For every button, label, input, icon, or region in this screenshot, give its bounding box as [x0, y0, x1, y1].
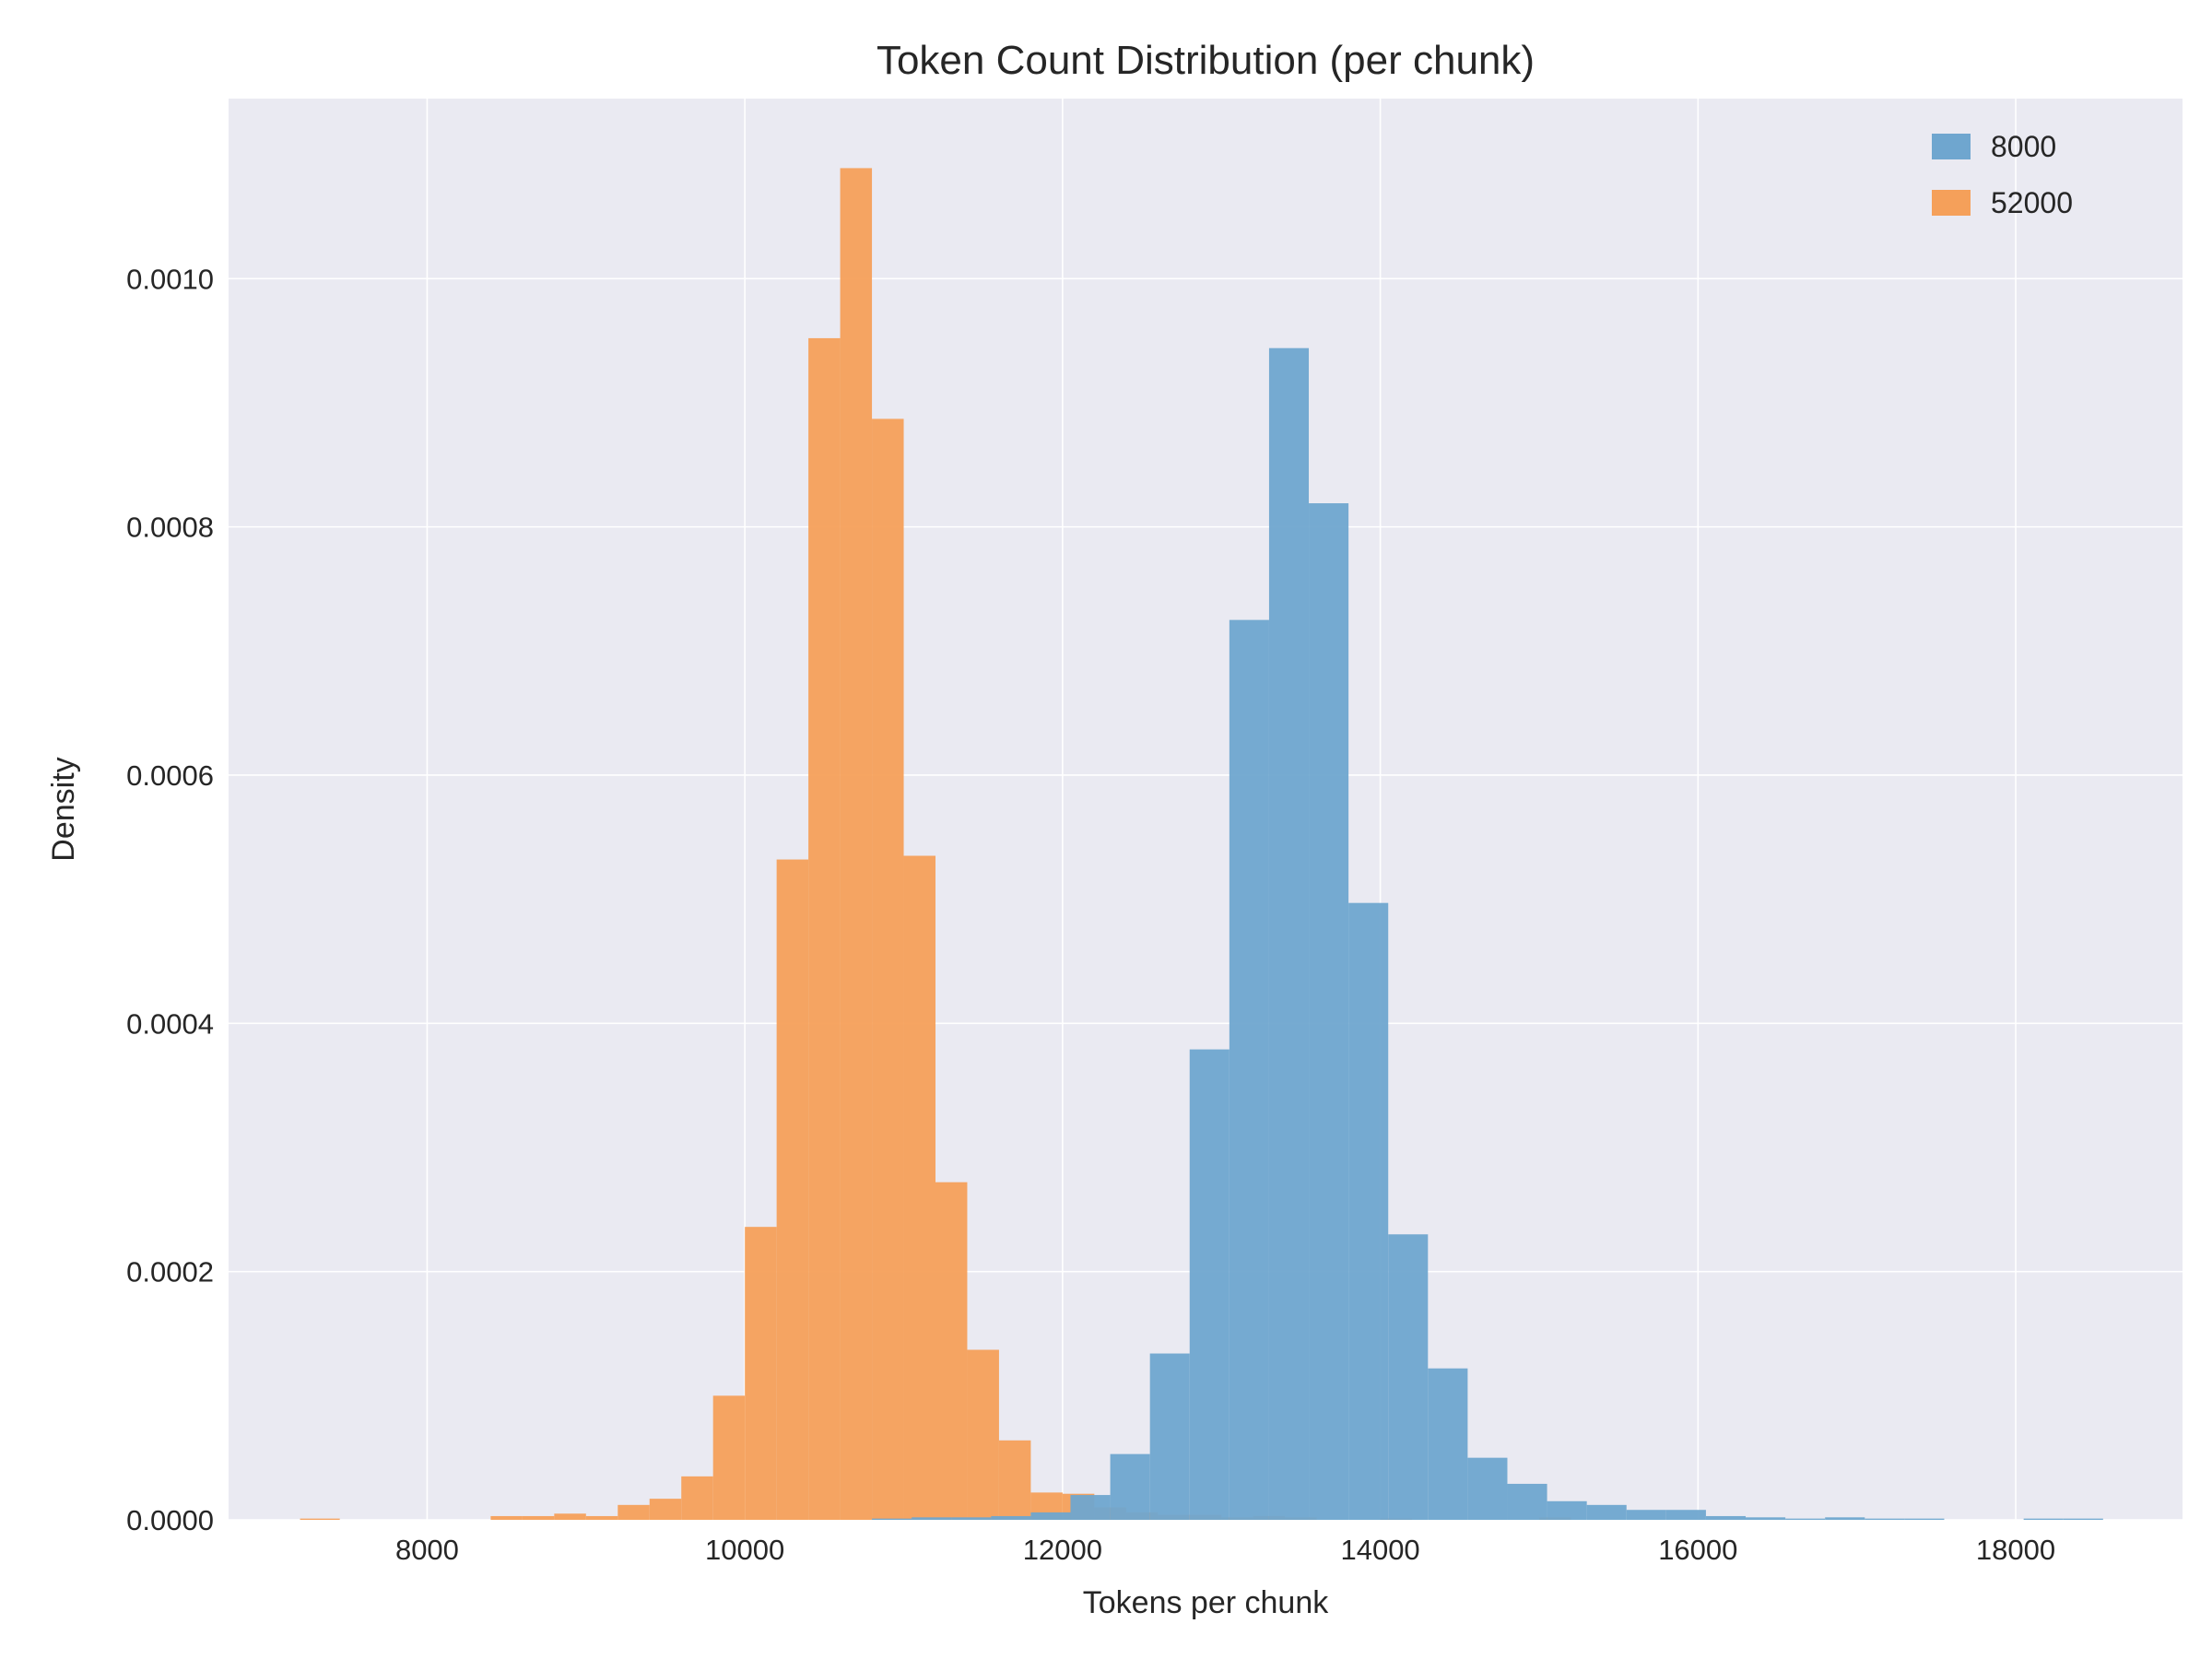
x-tick-label: 18000 — [1976, 1534, 2055, 1566]
y-tick-label: 0.0010 — [126, 263, 214, 295]
bar-8000-18300 — [2063, 1518, 2103, 1520]
y-tick-label: 0.0006 — [126, 759, 214, 792]
bar-8000-12300 — [1110, 1453, 1150, 1520]
bar-8000-16800 — [1825, 1517, 1865, 1520]
bar-52000-10000 — [745, 1227, 777, 1520]
bar-52000-10400 — [808, 337, 841, 1520]
bar-8000-12550 — [1149, 1353, 1190, 1520]
bar-52000-9200 — [618, 1504, 650, 1520]
bar-8000-15300 — [1586, 1504, 1627, 1520]
bar-8000-14800 — [1507, 1483, 1547, 1520]
bar-8000-14300 — [1428, 1368, 1468, 1520]
y-tick-label: 0.0004 — [126, 1007, 214, 1040]
bar-52000-8400 — [490, 1515, 523, 1520]
bar-52000-9400 — [649, 1499, 682, 1520]
bar-8000-11550 — [991, 1515, 1031, 1520]
bar-52000-9000 — [585, 1515, 618, 1520]
bar-8000-17300 — [1904, 1518, 1945, 1520]
bar-8000-15800 — [1665, 1510, 1706, 1520]
bar-8000-13800 — [1348, 902, 1389, 1520]
bar-8000-15050 — [1547, 1500, 1587, 1520]
x-tick-label: 16000 — [1658, 1534, 1737, 1566]
x-axis-ticks: 8000 10000 12000 14000 16000 18000 — [395, 1534, 2055, 1566]
bar-8000-13550 — [1309, 503, 1349, 1521]
y-axis-label: Density — [46, 757, 81, 861]
x-tick-label: 14000 — [1340, 1534, 1419, 1566]
legend: 8000 52000 — [1932, 130, 2073, 219]
legend-label-8000: 8000 — [1991, 130, 2056, 163]
bar-8000-16300 — [1746, 1517, 1786, 1520]
bar-52000-11600 — [998, 1440, 1031, 1520]
series-8000-bars — [872, 347, 2103, 1521]
x-tick-label: 12000 — [1023, 1534, 1102, 1566]
grid-lines — [229, 99, 2183, 1521]
bar-52000-7200 — [300, 1518, 340, 1520]
bar-8000-11300 — [951, 1517, 992, 1520]
series-52000-bars — [300, 168, 1571, 1520]
bar-8000-11050 — [912, 1517, 952, 1520]
bar-8000-13300 — [1268, 347, 1310, 1521]
bar-52000-9600 — [681, 1476, 713, 1520]
bar-8000-12050 — [1070, 1495, 1111, 1520]
bar-8000-11800 — [1030, 1512, 1071, 1520]
legend-swatch-8000 — [1932, 134, 1971, 159]
bar-52000-10600 — [840, 168, 873, 1520]
legend-swatch-52000 — [1932, 190, 1971, 216]
bar-52000-11200 — [935, 1182, 968, 1520]
legend-label-52000: 52000 — [1991, 186, 2073, 219]
bar-8000-16550 — [1785, 1518, 1826, 1520]
bar-8000-14050 — [1388, 1234, 1429, 1520]
x-axis-label: Tokens per chunk — [1083, 1585, 1329, 1620]
chart-title: Token Count Distribution (per chunk) — [877, 38, 1535, 83]
bar-52000-8600 — [522, 1515, 555, 1520]
x-tick-label: 8000 — [395, 1534, 459, 1566]
bar-8000-12800 — [1189, 1049, 1230, 1520]
bar-52000-11400 — [967, 1349, 999, 1520]
y-tick-label: 0.0002 — [126, 1256, 214, 1288]
bar-52000-10800 — [872, 418, 904, 1520]
y-tick-label: 0.0000 — [126, 1504, 214, 1536]
bar-8000-10800 — [872, 1518, 912, 1520]
x-tick-label: 10000 — [705, 1534, 784, 1566]
bar-52000-8800 — [554, 1513, 586, 1520]
bar-8000-14550 — [1467, 1457, 1508, 1520]
bar-8000-16050 — [1705, 1515, 1747, 1520]
bar-8000-18050 — [2023, 1518, 2064, 1520]
bar-52000-9800 — [712, 1395, 746, 1520]
bar-8000-15550 — [1626, 1510, 1666, 1520]
bar-8000-17050 — [1865, 1518, 1905, 1520]
y-axis-ticks: 0.0000 0.0002 0.0004 0.0006 0.0008 0.0010 — [126, 263, 214, 1536]
y-tick-label: 0.0008 — [126, 512, 214, 544]
bar-8000-13050 — [1229, 619, 1269, 1520]
bar-52000-11000 — [903, 855, 935, 1520]
bar-52000-10200 — [776, 859, 809, 1520]
